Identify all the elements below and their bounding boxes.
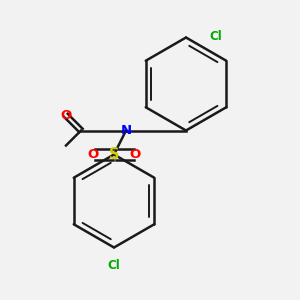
Text: Cl: Cl <box>210 29 222 43</box>
Text: N: N <box>120 124 132 137</box>
Text: O: O <box>129 148 141 161</box>
Text: Cl: Cl <box>108 259 120 272</box>
Text: S: S <box>109 147 119 162</box>
Text: O: O <box>87 148 99 161</box>
Text: O: O <box>60 109 72 122</box>
